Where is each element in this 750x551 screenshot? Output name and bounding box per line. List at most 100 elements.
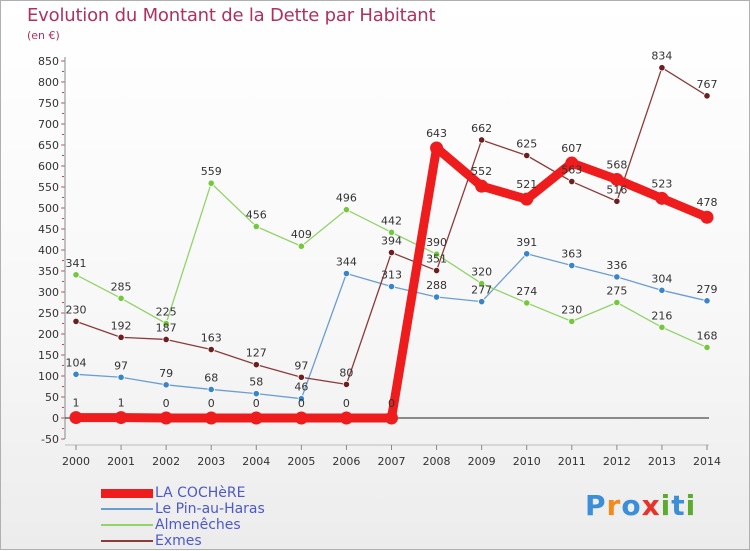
y-tick-label: 150 [38,349,59,362]
data-point-exmes [387,248,396,257]
data-label-almen-ches: 274 [516,285,537,298]
data-point-exmes [207,345,215,354]
data-label-le-pin-au-haras: 46 [294,381,308,394]
data-label-la-coch-re: 0 [253,397,260,410]
data-label-exmes: 834 [651,50,672,63]
x-tick-label: 2003 [197,455,225,468]
data-label-almen-ches: 442 [381,214,402,227]
data-label-le-pin-au-haras: 336 [606,259,627,272]
data-label-almen-ches: 216 [651,309,672,322]
x-tick-label: 2014 [693,455,721,468]
data-label-almen-ches: 168 [697,329,718,342]
x-tick-label: 2013 [648,455,676,468]
data-point-le-pin-au-haras [342,269,351,278]
logo-letter: i [660,489,672,522]
data-point-almen-ches [342,206,351,214]
legend-item-almen-ches: Almenêches [101,517,361,533]
data-label-le-pin-au-haras: 344 [336,256,357,269]
data-label-le-pin-au-haras: 363 [561,248,582,261]
y-tick-label: 200 [38,328,59,341]
data-label-la-coch-re: 1 [73,397,80,410]
logo-letter: o [621,489,642,522]
data-point-la-coch-re [69,411,83,425]
data-point-exmes [703,92,711,100]
data-point-almen-ches [478,279,486,288]
y-tick-label: 700 [38,118,59,131]
data-point-exmes [658,64,666,72]
data-label-la-coch-re: 643 [426,127,447,140]
data-point-la-coch-re [249,411,263,425]
data-label-almen-ches: 285 [111,280,132,293]
data-label-le-pin-au-haras: 104 [66,356,87,369]
x-tick-label: 2005 [287,455,315,468]
data-point-la-coch-re [700,210,714,224]
x-tick-label: 2001 [107,455,135,468]
data-label-exmes: 351 [426,253,447,266]
logo-letter: r [606,489,622,522]
y-tick-label: 550 [38,181,59,194]
data-point-almen-ches [523,299,531,307]
data-point-le-pin-au-haras [72,370,80,378]
data-point-exmes [613,197,621,205]
data-label-exmes: 163 [201,332,222,345]
data-label-almen-ches: 275 [606,285,627,298]
x-tick-label: 2000 [62,455,90,468]
y-tick-label: 100 [38,370,59,383]
y-tick-label: 0 [52,412,59,425]
y-tick-label: 600 [38,160,59,173]
data-point-almen-ches [297,242,305,250]
y-tick-label: 800 [38,76,59,89]
data-point-le-pin-au-haras [252,390,260,398]
data-label-la-coch-re: 0 [163,397,170,410]
data-label-la-coch-re: 0 [298,397,305,410]
data-point-almen-ches [387,228,396,236]
y-tick-label: 250 [38,307,59,320]
data-point-la-coch-re [565,156,579,170]
data-point-le-pin-au-haras [162,381,170,389]
data-point-le-pin-au-haras [432,293,441,301]
data-label-exmes: 97 [294,359,308,372]
data-point-le-pin-au-haras [658,286,666,294]
data-point-exmes [432,266,441,275]
series-layer [69,64,714,425]
data-point-le-pin-au-haras [568,261,576,270]
data-point-le-pin-au-haras [523,250,531,258]
data-label-la-coch-re: 552 [471,165,492,178]
data-point-exmes [297,373,305,381]
data-point-exmes [478,136,486,144]
legend-label: Le Pin-au-Haras [155,501,265,517]
x-tick-label: 2011 [558,455,586,468]
data-point-almen-ches [207,179,215,187]
data-label-exmes: 516 [606,183,627,196]
y-tick-label: 750 [38,97,59,110]
data-point-le-pin-au-haras [117,373,125,381]
x-tick-label: 2004 [242,455,270,468]
data-point-la-coch-re [475,179,489,193]
logo-letter: x [641,489,661,522]
y-tick-label: 50 [45,391,59,404]
data-label-almen-ches: 230 [561,303,582,316]
data-point-exmes [72,317,80,325]
data-point-le-pin-au-haras [478,298,486,306]
data-point-almen-ches [703,343,711,352]
axes: -500501001502002503003504004505005506006… [38,55,721,468]
data-label-almen-ches: 559 [201,165,222,178]
data-point-la-coch-re [430,141,444,155]
y-tick-label: -50 [41,433,59,446]
legend-label: Almenêches [155,517,241,533]
data-point-exmes [252,361,260,369]
legend-label: LA COCHèRE [155,485,246,501]
data-point-exmes [568,177,576,186]
data-point-exmes [342,380,351,388]
data-point-le-pin-au-haras [387,282,396,291]
data-point-la-coch-re [204,411,218,425]
data-label-exmes: 625 [516,138,537,151]
data-label-la-coch-re: 1 [118,397,125,410]
data-label-exmes: 230 [66,303,87,316]
proxiti-logo: Proxiti [585,489,696,522]
data-label-la-coch-re: 0 [343,397,350,410]
data-point-le-pin-au-haras [207,385,215,394]
x-tick-label: 2002 [152,455,180,468]
data-label-la-coch-re: 568 [606,158,627,171]
